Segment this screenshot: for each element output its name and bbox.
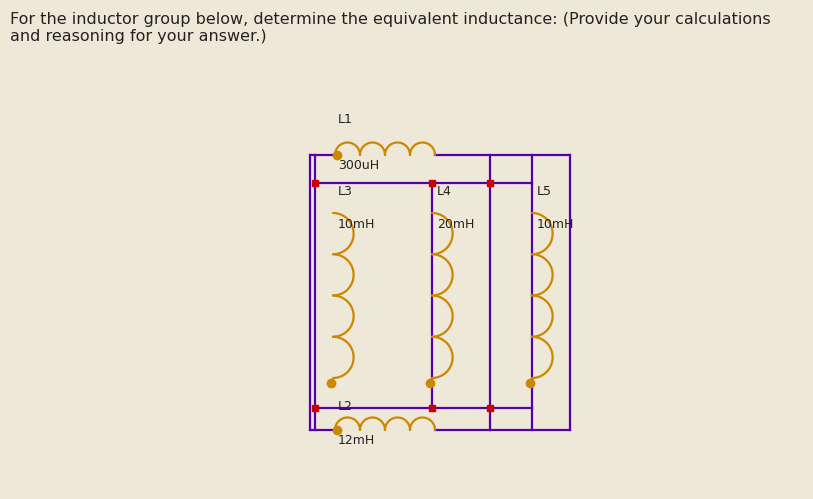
Text: For the inductor group below, determine the equivalent inductance: (Provide your: For the inductor group below, determine … [10,12,771,44]
Text: 20mH: 20mH [437,218,474,231]
Text: 10mH: 10mH [537,218,574,231]
Text: L4: L4 [437,185,452,198]
Text: L5: L5 [537,185,552,198]
Text: 300uH: 300uH [338,159,379,172]
Text: 10mH: 10mH [338,218,376,231]
Text: L2: L2 [338,400,353,413]
Text: 12mH: 12mH [338,434,376,447]
Text: L3: L3 [338,185,353,198]
Text: L1: L1 [338,113,353,126]
